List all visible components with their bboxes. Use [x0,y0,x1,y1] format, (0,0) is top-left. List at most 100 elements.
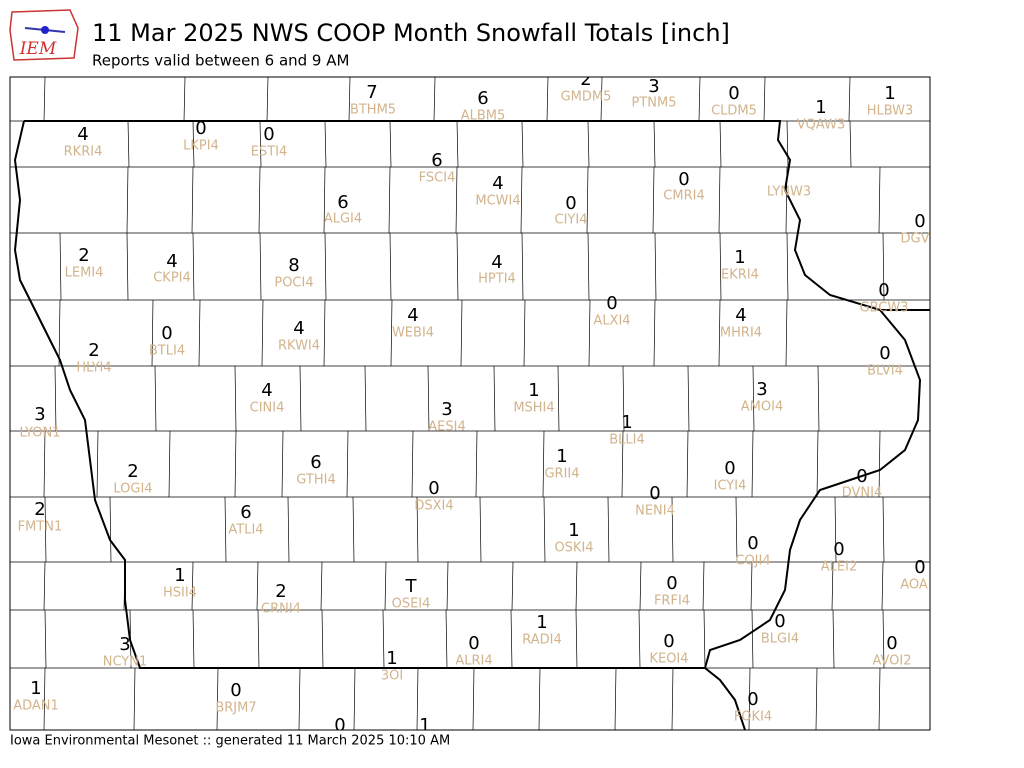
station-id: AMOI4 [741,400,783,415]
station-id: ICYI4 [714,479,747,494]
station-id: BTLI4 [149,344,185,359]
county-line [256,561,259,611]
county-line [882,609,885,669]
title: 11 Mar 2025 NWS COOP Month Snowfall Tota… [92,19,730,47]
county-line [621,430,624,498]
county-line [587,120,590,168]
station-value: 4 [261,380,272,401]
station-id: GMDM5 [561,90,612,105]
county-line [456,120,459,168]
county-line [751,430,754,498]
county-line [192,232,195,301]
station-value: 2 [78,245,89,266]
station-id: MSHI4 [513,401,554,416]
station-value: 2 [34,499,45,520]
map-frame [9,76,931,731]
county-line [687,365,690,432]
station-value: 1 [621,412,632,433]
station-id: BLLI4 [609,433,645,448]
station-id: RADI4 [522,633,562,648]
station-id: LYON1 [20,426,61,441]
county-line [54,365,57,432]
county-line [832,609,835,669]
county-line [198,299,201,367]
county-line [234,430,237,498]
county-line [472,667,475,730]
county-line [752,365,755,432]
station-id: RKWI4 [278,339,320,354]
station-value: 8 [288,255,299,276]
station-value: 0 [263,124,274,145]
county-line [510,609,513,669]
county-line [607,496,610,563]
station-value: 6 [240,502,251,523]
county-line [321,609,324,669]
county-line [43,667,46,730]
county-line [815,667,818,730]
county-line [126,166,129,234]
county-line [817,365,820,432]
county-line [750,561,753,611]
county-line [43,561,46,611]
station-value: 4 [492,173,503,194]
station-value: 2 [88,340,99,361]
county-line [109,496,112,563]
station-value: 0 [747,533,758,554]
county-line [390,299,393,367]
county-line [433,77,436,122]
station-value: 1 [174,565,185,586]
station-value: 3 [119,634,130,655]
station-value: 0 [666,573,677,594]
station-id: CLDM5 [711,104,757,119]
station-id: LOGI4 [113,482,152,497]
county-line [183,77,186,122]
station-value: 4 [293,318,304,339]
county-line [224,496,227,563]
station-id: BLGI4 [761,632,799,647]
station-id: HPTI4 [478,272,516,287]
station-value: 1 [884,83,895,104]
county-lines [10,77,930,730]
station-id: LYNW3 [767,185,811,200]
county-line [192,609,195,669]
station-id: AOA [900,578,928,593]
county-line [456,232,459,301]
station-id: ALEI2 [821,560,857,575]
station-id: CKPI4 [153,271,191,286]
station-value: 0 [195,118,206,139]
county-line [816,430,819,498]
station-id: AVOI2 [872,654,911,669]
county-line [416,496,419,563]
station-id: OSKI4 [554,541,593,556]
county-line [348,77,351,122]
county-line [652,166,655,234]
county-line [653,120,656,168]
county-line [785,299,788,367]
station-value: 0 [161,323,172,344]
county-line [154,365,157,432]
county-line [261,299,264,367]
station-value: 0 [878,280,889,301]
county-line [266,77,269,122]
station-value: 1 [30,678,41,699]
station-value: 4 [166,251,177,272]
station-id: ADAN1 [13,699,59,714]
